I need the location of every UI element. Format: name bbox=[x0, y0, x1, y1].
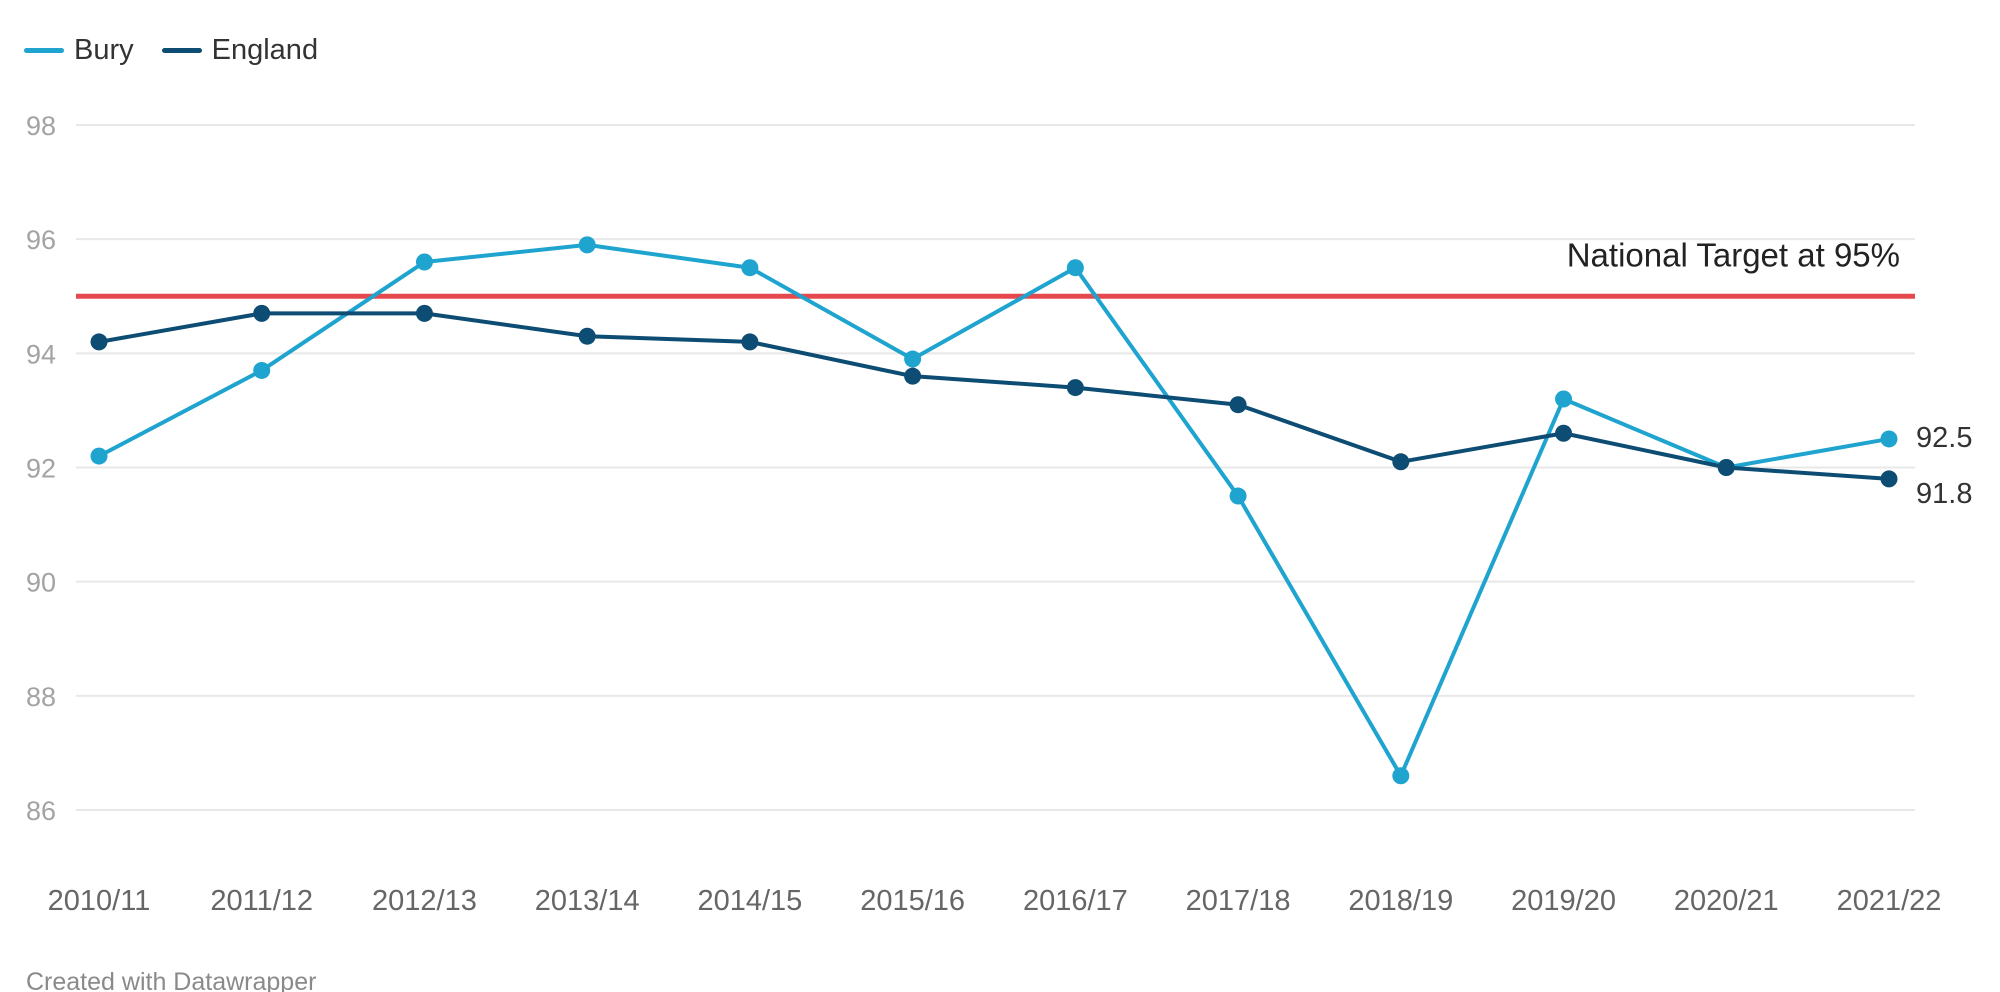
data-point-england-11 bbox=[1880, 470, 1898, 488]
x-tick-label-6: 2016/17 bbox=[1023, 885, 1128, 917]
legend-item-england: England bbox=[161, 34, 319, 67]
national-target-label: National Target at 95% bbox=[1567, 236, 1900, 273]
x-tick-label-7: 2017/18 bbox=[1186, 885, 1291, 917]
x-tick-label-3: 2013/14 bbox=[535, 885, 640, 917]
series-line-england bbox=[98, 311, 1890, 481]
x-tick-label-2: 2012/13 bbox=[372, 885, 477, 917]
y-tick-label-92: 92 bbox=[26, 454, 56, 484]
data-point-bury-7 bbox=[1229, 487, 1247, 505]
legend-label-bury: Bury bbox=[74, 34, 134, 66]
y-tick-label-98: 98 bbox=[26, 111, 56, 141]
data-point-england-10 bbox=[1717, 459, 1735, 476]
data-point-bury-6 bbox=[1066, 259, 1084, 277]
x-tick-label-8: 2018/19 bbox=[1348, 885, 1453, 917]
x-tick-label-9: 2019/20 bbox=[1511, 885, 1616, 917]
data-point-england-0 bbox=[90, 333, 108, 351]
x-tick-label-5: 2015/16 bbox=[860, 885, 965, 917]
data-point-bury-9 bbox=[1555, 390, 1573, 408]
legend: Bury England bbox=[24, 34, 318, 67]
x-tick-label-4: 2014/15 bbox=[697, 885, 802, 917]
end-label-england: 91.8 bbox=[1916, 478, 1972, 510]
data-point-bury-11 bbox=[1880, 430, 1898, 448]
y-tick-label-94: 94 bbox=[26, 339, 56, 369]
data-point-england-5 bbox=[904, 367, 922, 385]
data-point-england-2 bbox=[415, 304, 433, 322]
credit-text: Created with Datawrapper bbox=[26, 968, 317, 992]
data-point-england-9 bbox=[1555, 424, 1573, 442]
x-tick-label-11: 2021/22 bbox=[1837, 885, 1942, 917]
data-point-england-6 bbox=[1066, 379, 1084, 397]
legend-swatch-england bbox=[161, 48, 202, 53]
y-tick-label-90: 90 bbox=[26, 568, 56, 598]
data-point-bury-0 bbox=[90, 447, 108, 465]
data-point-bury-2 bbox=[415, 253, 433, 271]
y-tick-label-96: 96 bbox=[26, 225, 56, 255]
legend-swatch-bury bbox=[24, 48, 64, 53]
legend-item-bury: Bury bbox=[24, 34, 134, 67]
data-point-bury-4 bbox=[741, 259, 759, 277]
series-line-bury bbox=[98, 242, 1890, 778]
data-point-england-4 bbox=[741, 333, 759, 351]
data-point-bury-1 bbox=[253, 361, 271, 379]
x-tick-label-1: 2011/12 bbox=[210, 885, 313, 917]
data-point-england-7 bbox=[1229, 396, 1247, 414]
end-label-bury: 92.5 bbox=[1916, 422, 1972, 454]
x-tick-label-10: 2020/21 bbox=[1674, 885, 1779, 917]
data-point-england-3 bbox=[578, 327, 596, 345]
y-tick-label-86: 86 bbox=[26, 796, 56, 826]
data-point-bury-8 bbox=[1392, 767, 1410, 785]
y-tick-label-88: 88 bbox=[26, 682, 56, 712]
data-point-england-1 bbox=[253, 304, 271, 322]
data-point-bury-5 bbox=[904, 350, 922, 368]
x-tick-label-0: 2010/11 bbox=[48, 885, 151, 917]
data-point-england-8 bbox=[1392, 453, 1410, 471]
legend-label-england: England bbox=[211, 34, 319, 66]
data-point-bury-3 bbox=[578, 236, 596, 254]
